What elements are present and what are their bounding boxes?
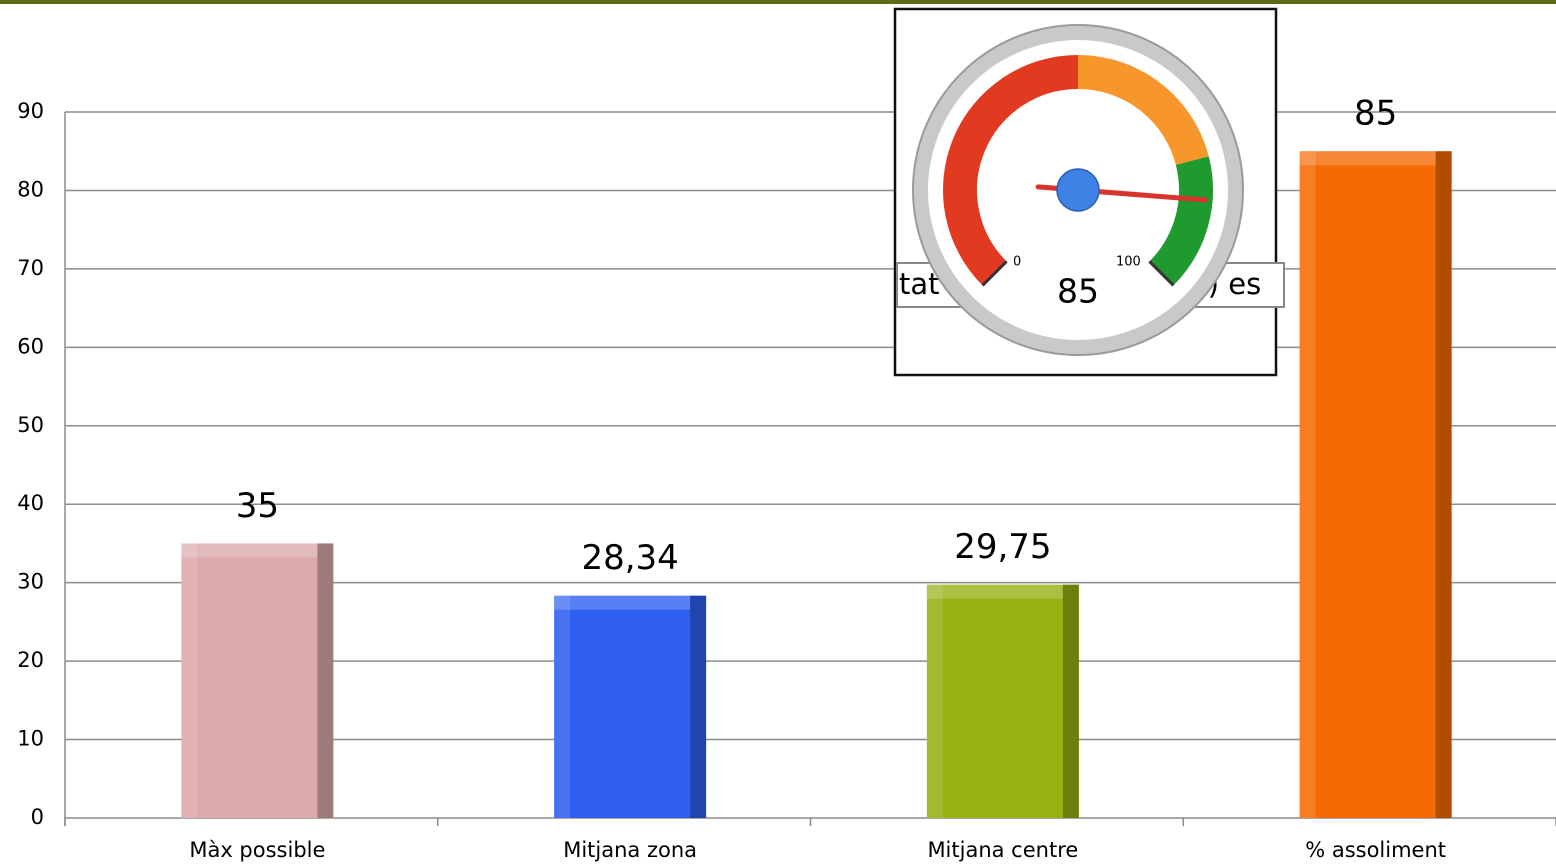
top-bar: [0, 0, 1556, 4]
bar-shade: [1435, 151, 1452, 818]
bar-highlight: [554, 595, 571, 818]
value-label: 85: [1354, 94, 1397, 134]
y-tick-label: 0: [31, 805, 44, 829]
bar-shade: [690, 595, 707, 818]
y-tick-label: 30: [17, 570, 44, 594]
x-tick-label: Mitjana centre: [927, 838, 1078, 862]
x-tick-label: Mitjana zona: [563, 838, 697, 862]
gauge-band: [1149, 156, 1213, 286]
bar-highlight: [926, 584, 943, 818]
y-tick-label: 70: [17, 256, 44, 280]
bar-highlight: [926, 584, 1063, 599]
bar: [1299, 151, 1452, 818]
y-tick-label: 20: [17, 648, 44, 672]
y-tick-label: 60: [17, 334, 44, 358]
gauge-tick-label: 100: [1116, 255, 1141, 270]
bar-highlight: [554, 595, 691, 610]
bar-highlight: [1299, 151, 1436, 166]
bar: [926, 584, 1079, 818]
gauge-hub: [1056, 168, 1100, 212]
x-tick-label: Màx possible: [189, 838, 325, 862]
value-label: 35: [236, 486, 279, 526]
bar-highlight: [181, 543, 318, 558]
gauge-tick: [1148, 260, 1175, 287]
gauge-tick-label: 0: [1013, 255, 1021, 270]
x-tick-label: % assoliment: [1305, 838, 1446, 862]
y-tick-label: 10: [17, 727, 44, 751]
bar-highlight: [1299, 151, 1316, 818]
gauge-value-label: 85: [1057, 272, 1099, 311]
y-tick-label: 40: [17, 491, 44, 515]
bar: [554, 595, 707, 818]
bar-shade: [1062, 584, 1079, 818]
y-tick-label: 90: [17, 99, 44, 123]
gauge-band: [1077, 55, 1209, 166]
gauge-tick: [981, 260, 1008, 287]
y-tick-label: 50: [17, 413, 44, 437]
y-tick-label: 80: [17, 177, 44, 201]
bar-highlight: [181, 543, 198, 818]
gauge-band: [943, 55, 1079, 286]
background-text: tat: [899, 267, 940, 301]
value-label: 28,34: [581, 538, 678, 578]
bar-shade: [317, 543, 334, 818]
value-label: 29,75: [954, 527, 1051, 567]
bar: [181, 543, 334, 818]
